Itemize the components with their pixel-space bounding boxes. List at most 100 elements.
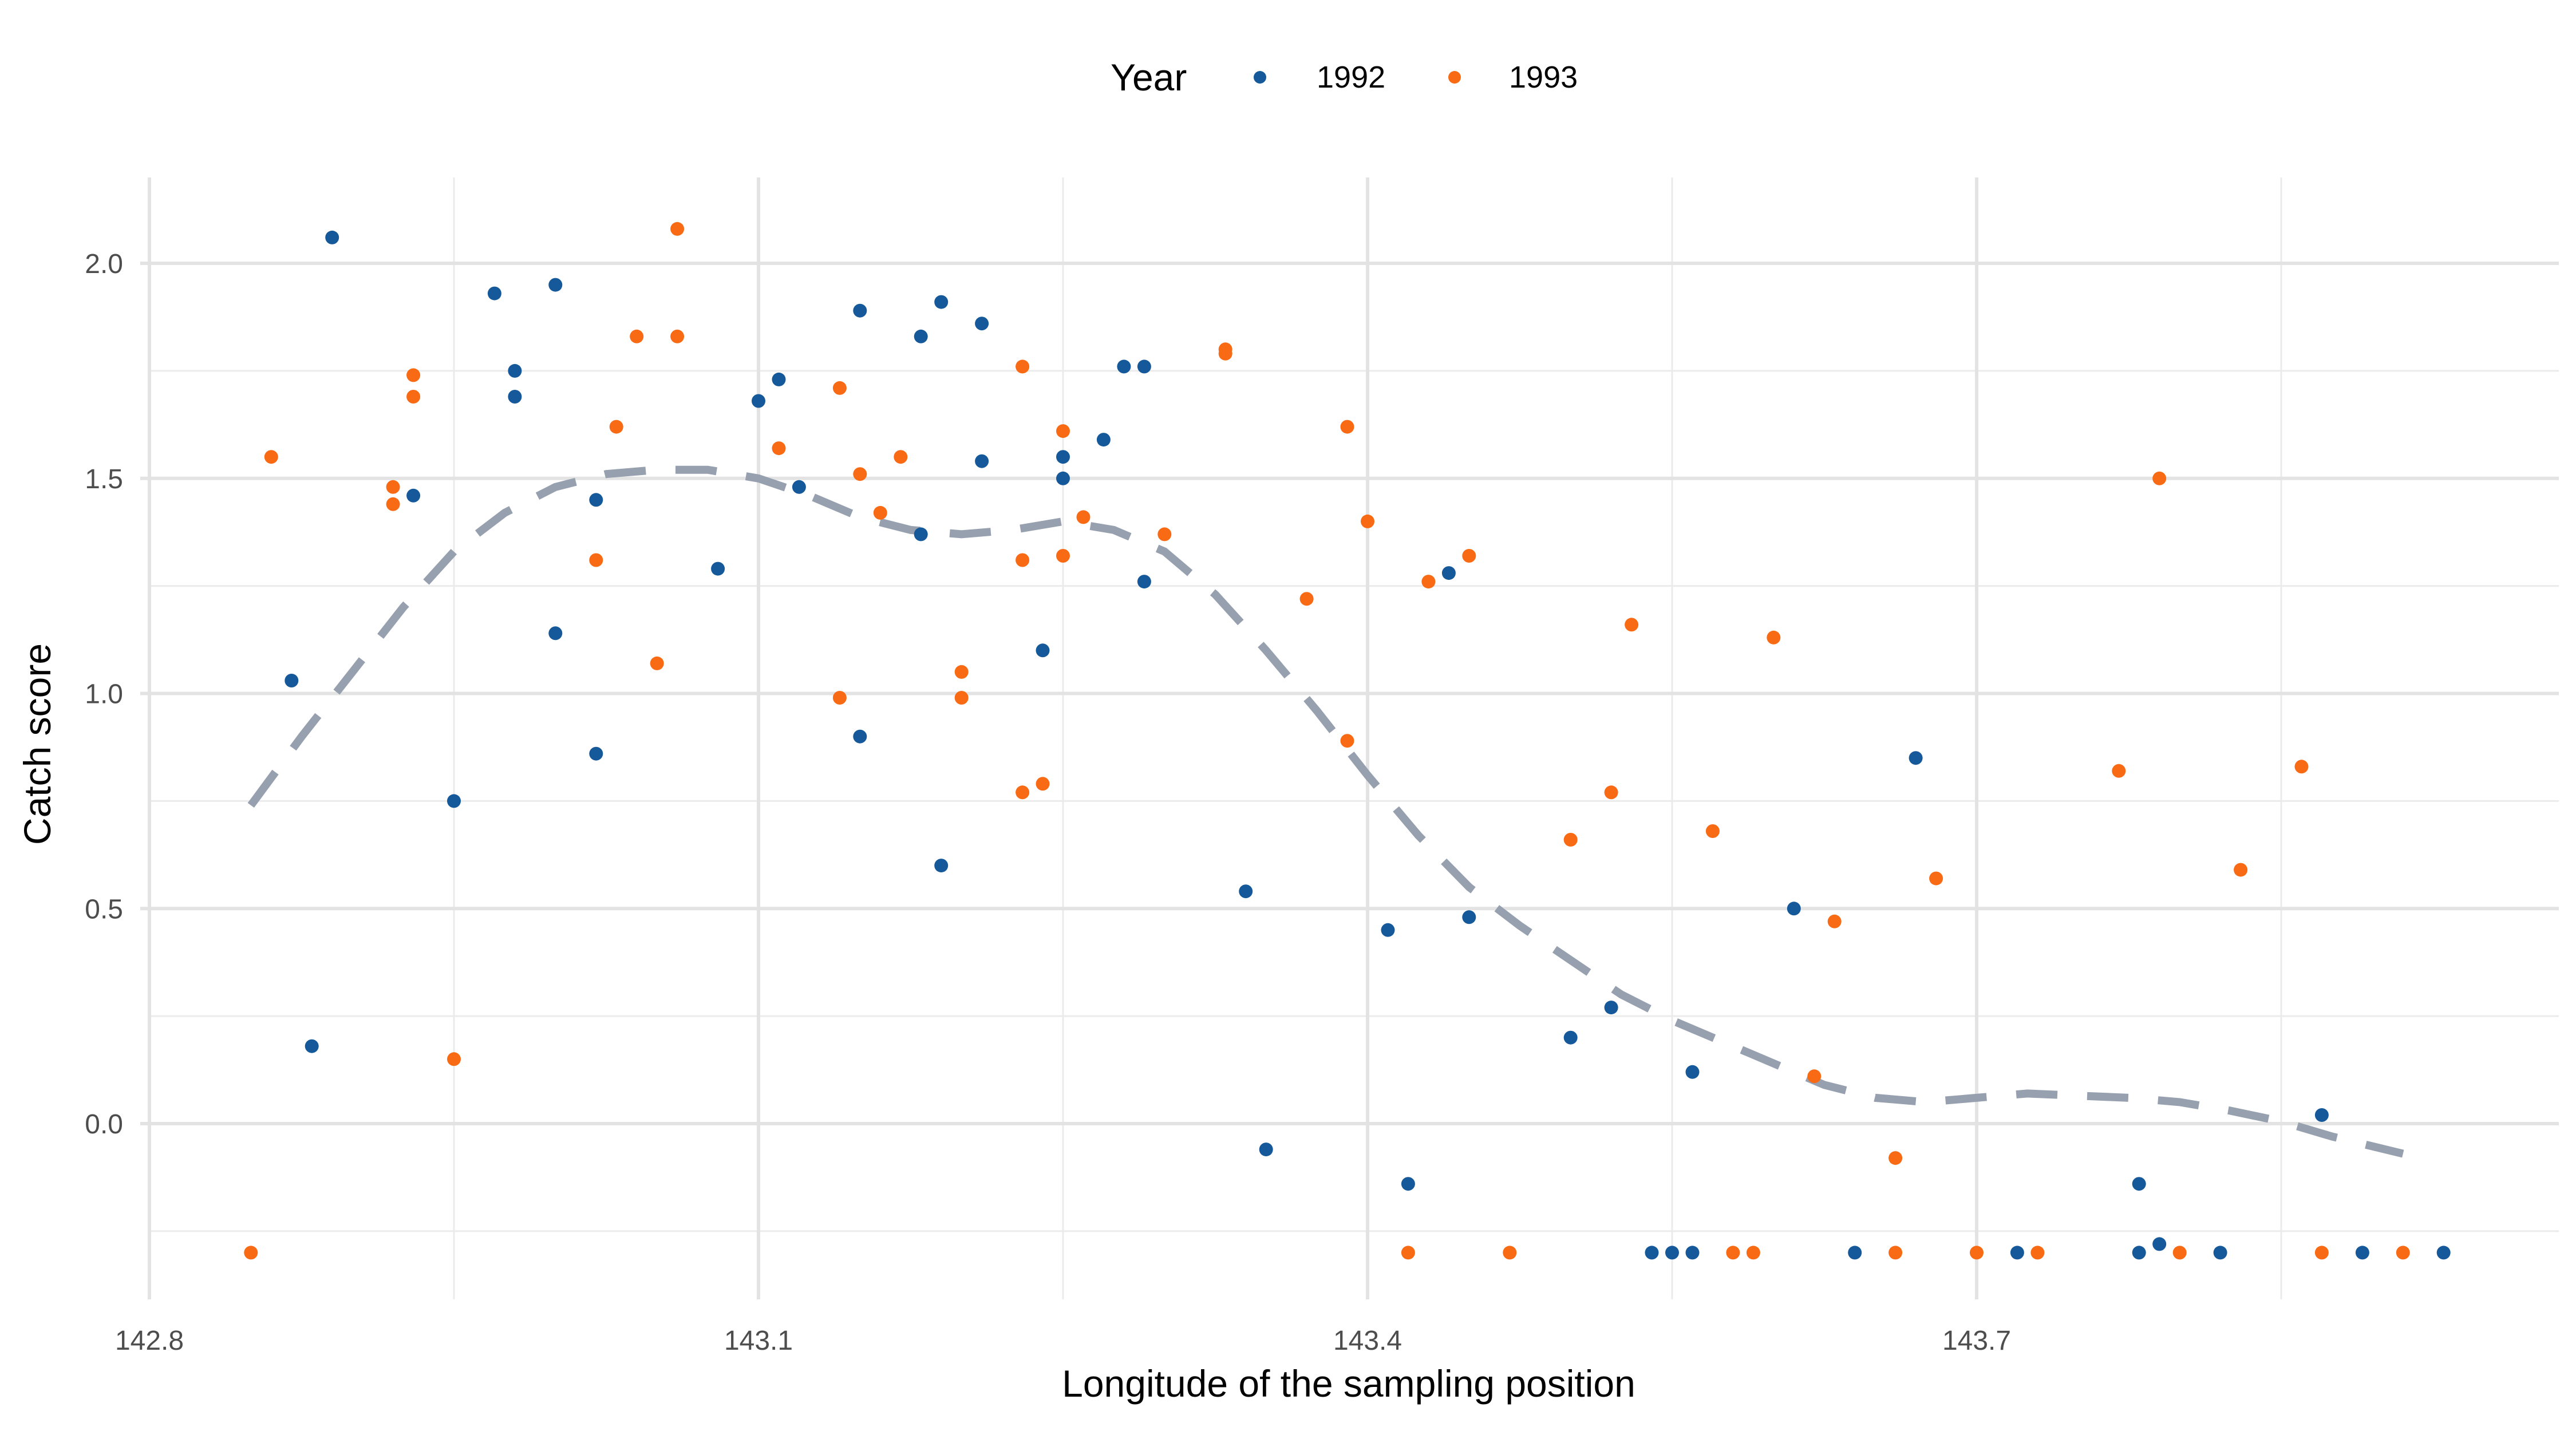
point-1992: [1563, 1030, 1578, 1045]
point-1993: [1218, 346, 1232, 361]
legend-marker-1992: [1254, 71, 1266, 84]
x-tick-label: 143.4: [1333, 1326, 1402, 1356]
point-1993: [1726, 1246, 1740, 1260]
point-1993: [1361, 514, 1374, 528]
point-1993: [1705, 824, 1720, 838]
y-axis-title: Catch score: [16, 643, 58, 845]
point-1993: [1503, 1246, 1517, 1260]
point-1992: [2436, 1246, 2451, 1260]
point-1993: [1604, 785, 1618, 800]
legend-title: Year: [1111, 56, 1187, 98]
point-1993: [853, 467, 867, 481]
smooth-layer: [247, 465, 2404, 1158]
point-1993: [2314, 1246, 2329, 1260]
point-1993: [1036, 777, 1050, 791]
point-1993: [1056, 549, 1070, 563]
x-axis-ticks: 142.8 143.1 143.4 143.7: [115, 1326, 2011, 1356]
point-1992: [772, 372, 786, 386]
point-1992: [548, 626, 563, 641]
point-1992: [1137, 575, 1151, 589]
point-1993: [1421, 575, 1436, 589]
point-1992: [1096, 433, 1111, 447]
point-1992: [1441, 566, 1456, 580]
point-1992: [1401, 1177, 1415, 1191]
point-1992: [487, 286, 501, 301]
y-tick-label: 2.0: [85, 249, 123, 279]
point-1992: [1685, 1065, 1700, 1079]
point-1993: [1625, 618, 1639, 632]
legend-label-1992: 1992: [1317, 60, 1385, 94]
point-1992: [2314, 1108, 2329, 1122]
point-1993: [832, 381, 847, 395]
point-1993: [1076, 510, 1091, 524]
y-axis-ticks: 0.0 0.5 1.0 1.5 2.0: [85, 249, 123, 1140]
x-tick-label: 142.8: [115, 1326, 184, 1356]
point-1992: [975, 317, 989, 331]
point-1992: [1056, 471, 1070, 485]
point-1993: [2112, 764, 2126, 778]
point-1993: [954, 665, 969, 679]
point-1993: [894, 450, 908, 464]
y-tick-label: 0.5: [85, 894, 123, 924]
point-1993: [1929, 871, 1943, 886]
point-1992: [1381, 923, 1395, 937]
point-1993: [2030, 1246, 2045, 1260]
point-1993: [1016, 553, 1030, 567]
point-1992: [2010, 1246, 2024, 1260]
point-1992: [285, 674, 299, 687]
points-layer: [244, 222, 2451, 1260]
point-1993: [1462, 549, 1476, 563]
point-1992: [1259, 1143, 1273, 1157]
point-1993: [1401, 1246, 1415, 1260]
point-1993: [406, 368, 421, 382]
point-1992: [1645, 1246, 1659, 1260]
point-1992: [2132, 1177, 2146, 1191]
point-1993: [954, 691, 969, 705]
legend: Year 1992 1993: [1111, 56, 1578, 98]
point-1992: [975, 454, 989, 468]
point-1993: [1340, 734, 1354, 748]
point-1993: [2396, 1246, 2410, 1260]
point-1993: [832, 691, 847, 705]
point-1993: [650, 656, 664, 670]
point-1992: [2132, 1246, 2146, 1260]
point-1993: [386, 497, 400, 511]
point-1993: [2294, 760, 2309, 774]
point-1993: [244, 1246, 258, 1260]
point-1993: [772, 441, 786, 456]
point-1993: [1888, 1246, 1903, 1260]
point-1992: [1685, 1246, 1700, 1260]
point-1992: [752, 394, 765, 408]
point-1993: [1340, 420, 1354, 434]
point-1992: [934, 295, 949, 309]
y-tick-label: 1.0: [85, 679, 123, 710]
major-gridlines: [140, 177, 2559, 1299]
point-1992: [548, 278, 563, 292]
point-1993: [447, 1052, 461, 1066]
point-1992: [1462, 910, 1476, 924]
point-1992: [447, 794, 461, 808]
minor-gridlines: [149, 177, 2559, 1299]
point-1992: [589, 746, 603, 761]
point-1993: [1056, 424, 1070, 438]
point-1992: [1117, 359, 1131, 374]
x-tick-label: 143.1: [724, 1326, 793, 1356]
point-1993: [386, 480, 400, 494]
point-1992: [1665, 1246, 1679, 1260]
point-1993: [1807, 1069, 1822, 1084]
point-1993: [1767, 630, 1781, 645]
point-1993: [873, 505, 887, 520]
point-1992: [508, 363, 522, 378]
point-1992: [2213, 1246, 2227, 1260]
point-1992: [1137, 359, 1151, 374]
point-1992: [1848, 1246, 1862, 1260]
point-1992: [1604, 1001, 1618, 1015]
point-1993: [2172, 1246, 2187, 1260]
point-1993: [2152, 471, 2167, 485]
point-1992: [792, 480, 806, 494]
y-tick-label: 1.5: [85, 464, 123, 495]
point-1992: [1909, 751, 1923, 765]
legend-label-1993: 1993: [1509, 60, 1578, 94]
point-1992: [711, 562, 725, 576]
